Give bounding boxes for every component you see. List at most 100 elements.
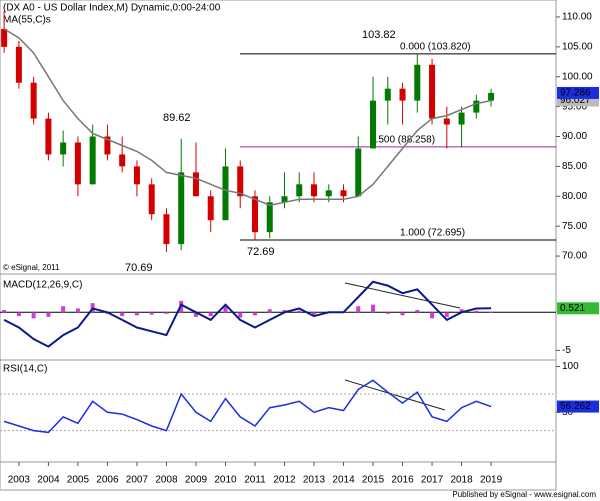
histogram-bar bbox=[489, 311, 494, 313]
candle-body bbox=[15, 46, 22, 83]
candle-body bbox=[266, 202, 273, 233]
x-tick-label: 2006 bbox=[96, 475, 119, 486]
annotation: 103.82 bbox=[362, 29, 396, 41]
x-tick-label: 2012 bbox=[273, 475, 296, 486]
histogram-bar bbox=[400, 312, 405, 316]
candle-body bbox=[60, 142, 67, 155]
candle-body bbox=[148, 184, 155, 215]
candle-body bbox=[281, 196, 288, 203]
histogram-bar bbox=[430, 312, 435, 319]
histogram-bar bbox=[61, 306, 66, 313]
value-tag: 0.521 bbox=[560, 303, 585, 314]
footer: Published by eSignal - www.esignal.com bbox=[452, 490, 596, 499]
fib-label: 1.000 (72.695) bbox=[400, 228, 465, 239]
x-tick-label: 2016 bbox=[391, 475, 414, 486]
histogram-bar bbox=[282, 310, 287, 313]
candle-body bbox=[163, 214, 170, 245]
x-tick-label: 2003 bbox=[8, 475, 31, 486]
histogram-bar bbox=[120, 312, 125, 317]
value-tag-bg bbox=[557, 400, 599, 413]
candle-body bbox=[1, 28, 8, 47]
trend-line bbox=[344, 282, 461, 309]
histogram-bar bbox=[238, 312, 243, 318]
y-tick-label: 90.00 bbox=[562, 131, 587, 142]
histogram-bar bbox=[444, 312, 449, 317]
histogram-bar bbox=[46, 312, 51, 317]
ma-line bbox=[3, 28, 492, 206]
annotation: 89.62 bbox=[163, 112, 191, 124]
candle-body bbox=[370, 100, 377, 149]
y-tick-label: 110.00 bbox=[562, 12, 592, 23]
value-tag: 56.262 bbox=[560, 401, 591, 412]
histogram-bar bbox=[312, 312, 317, 315]
histogram-bar bbox=[385, 312, 390, 314]
candle-body bbox=[488, 92, 495, 101]
histogram-bar bbox=[356, 306, 361, 313]
histogram-bar bbox=[297, 310, 302, 313]
plot-frame bbox=[0, 0, 557, 491]
value-tag-bg bbox=[557, 86, 599, 99]
x-tick-label: 2005 bbox=[67, 475, 90, 486]
x-tick-label: 2018 bbox=[450, 475, 473, 486]
histogram-bar bbox=[208, 312, 213, 317]
candle-body bbox=[251, 196, 258, 233]
histogram-bar bbox=[371, 304, 376, 313]
histogram-bar bbox=[2, 310, 7, 313]
rsi-line bbox=[3, 379, 492, 434]
histogram-bar bbox=[193, 312, 198, 317]
candle-body bbox=[104, 136, 111, 155]
candle-body bbox=[296, 184, 303, 197]
annotation: 70.69 bbox=[125, 262, 153, 274]
candle-body bbox=[74, 142, 81, 185]
histogram-bar bbox=[267, 309, 272, 313]
histogram-bar bbox=[415, 310, 420, 313]
x-tick-label: 2019 bbox=[480, 475, 503, 486]
annotation: 72.69 bbox=[247, 246, 275, 258]
value-tag-bg bbox=[557, 302, 599, 315]
x-tick-label: 2014 bbox=[332, 475, 355, 486]
credit: © eSignal, 2011 bbox=[3, 263, 60, 272]
value-tag: 97.286 bbox=[560, 88, 591, 99]
candle-body bbox=[399, 88, 406, 101]
candle-body bbox=[355, 148, 362, 197]
candle-body bbox=[384, 88, 391, 101]
y-tick-label: 95.00 bbox=[562, 101, 587, 112]
candle-body bbox=[222, 166, 229, 221]
histogram-bar bbox=[459, 309, 464, 313]
candle-body bbox=[325, 190, 332, 197]
candle-body bbox=[89, 136, 96, 185]
candle-body bbox=[45, 118, 52, 155]
macd-line bbox=[3, 280, 492, 348]
y-tick-label: 105.00 bbox=[562, 41, 593, 52]
fib-label: 0.500 (88.258) bbox=[370, 135, 435, 146]
candle-body bbox=[192, 172, 199, 197]
x-tick-label: 2013 bbox=[303, 475, 326, 486]
candle-body bbox=[311, 184, 318, 197]
y-tick-label: 100.00 bbox=[562, 71, 593, 82]
x-tick-label: 2010 bbox=[214, 475, 237, 486]
x-tick-label: 2015 bbox=[362, 475, 385, 486]
candle-body bbox=[237, 166, 244, 197]
y-tick-label: 70.00 bbox=[562, 251, 587, 262]
histogram-bar bbox=[134, 312, 139, 316]
candle-body bbox=[458, 112, 465, 125]
x-tick-label: 2004 bbox=[37, 475, 60, 486]
macd-title: MACD(12,26,9,C) bbox=[3, 280, 82, 291]
y-tick-label: 100 bbox=[562, 361, 579, 372]
candle-body bbox=[473, 100, 480, 113]
trend-line bbox=[344, 379, 446, 411]
x-tick-label: 2009 bbox=[185, 475, 208, 486]
y-tick-label: 75.00 bbox=[562, 221, 587, 232]
candle-body bbox=[443, 118, 450, 125]
rsi-title: RSI(14,C) bbox=[3, 364, 47, 375]
candle-body bbox=[414, 64, 421, 101]
fib-label: 0.000 (103.820) bbox=[400, 42, 471, 53]
candle-body bbox=[429, 64, 436, 119]
y-tick-label: 85.00 bbox=[562, 161, 587, 172]
y-tick-label: 80.00 bbox=[562, 191, 587, 202]
x-tick-label: 2007 bbox=[126, 475, 149, 486]
candle-body bbox=[30, 82, 37, 119]
histogram-bar bbox=[149, 312, 154, 315]
histogram-bar bbox=[252, 312, 257, 316]
